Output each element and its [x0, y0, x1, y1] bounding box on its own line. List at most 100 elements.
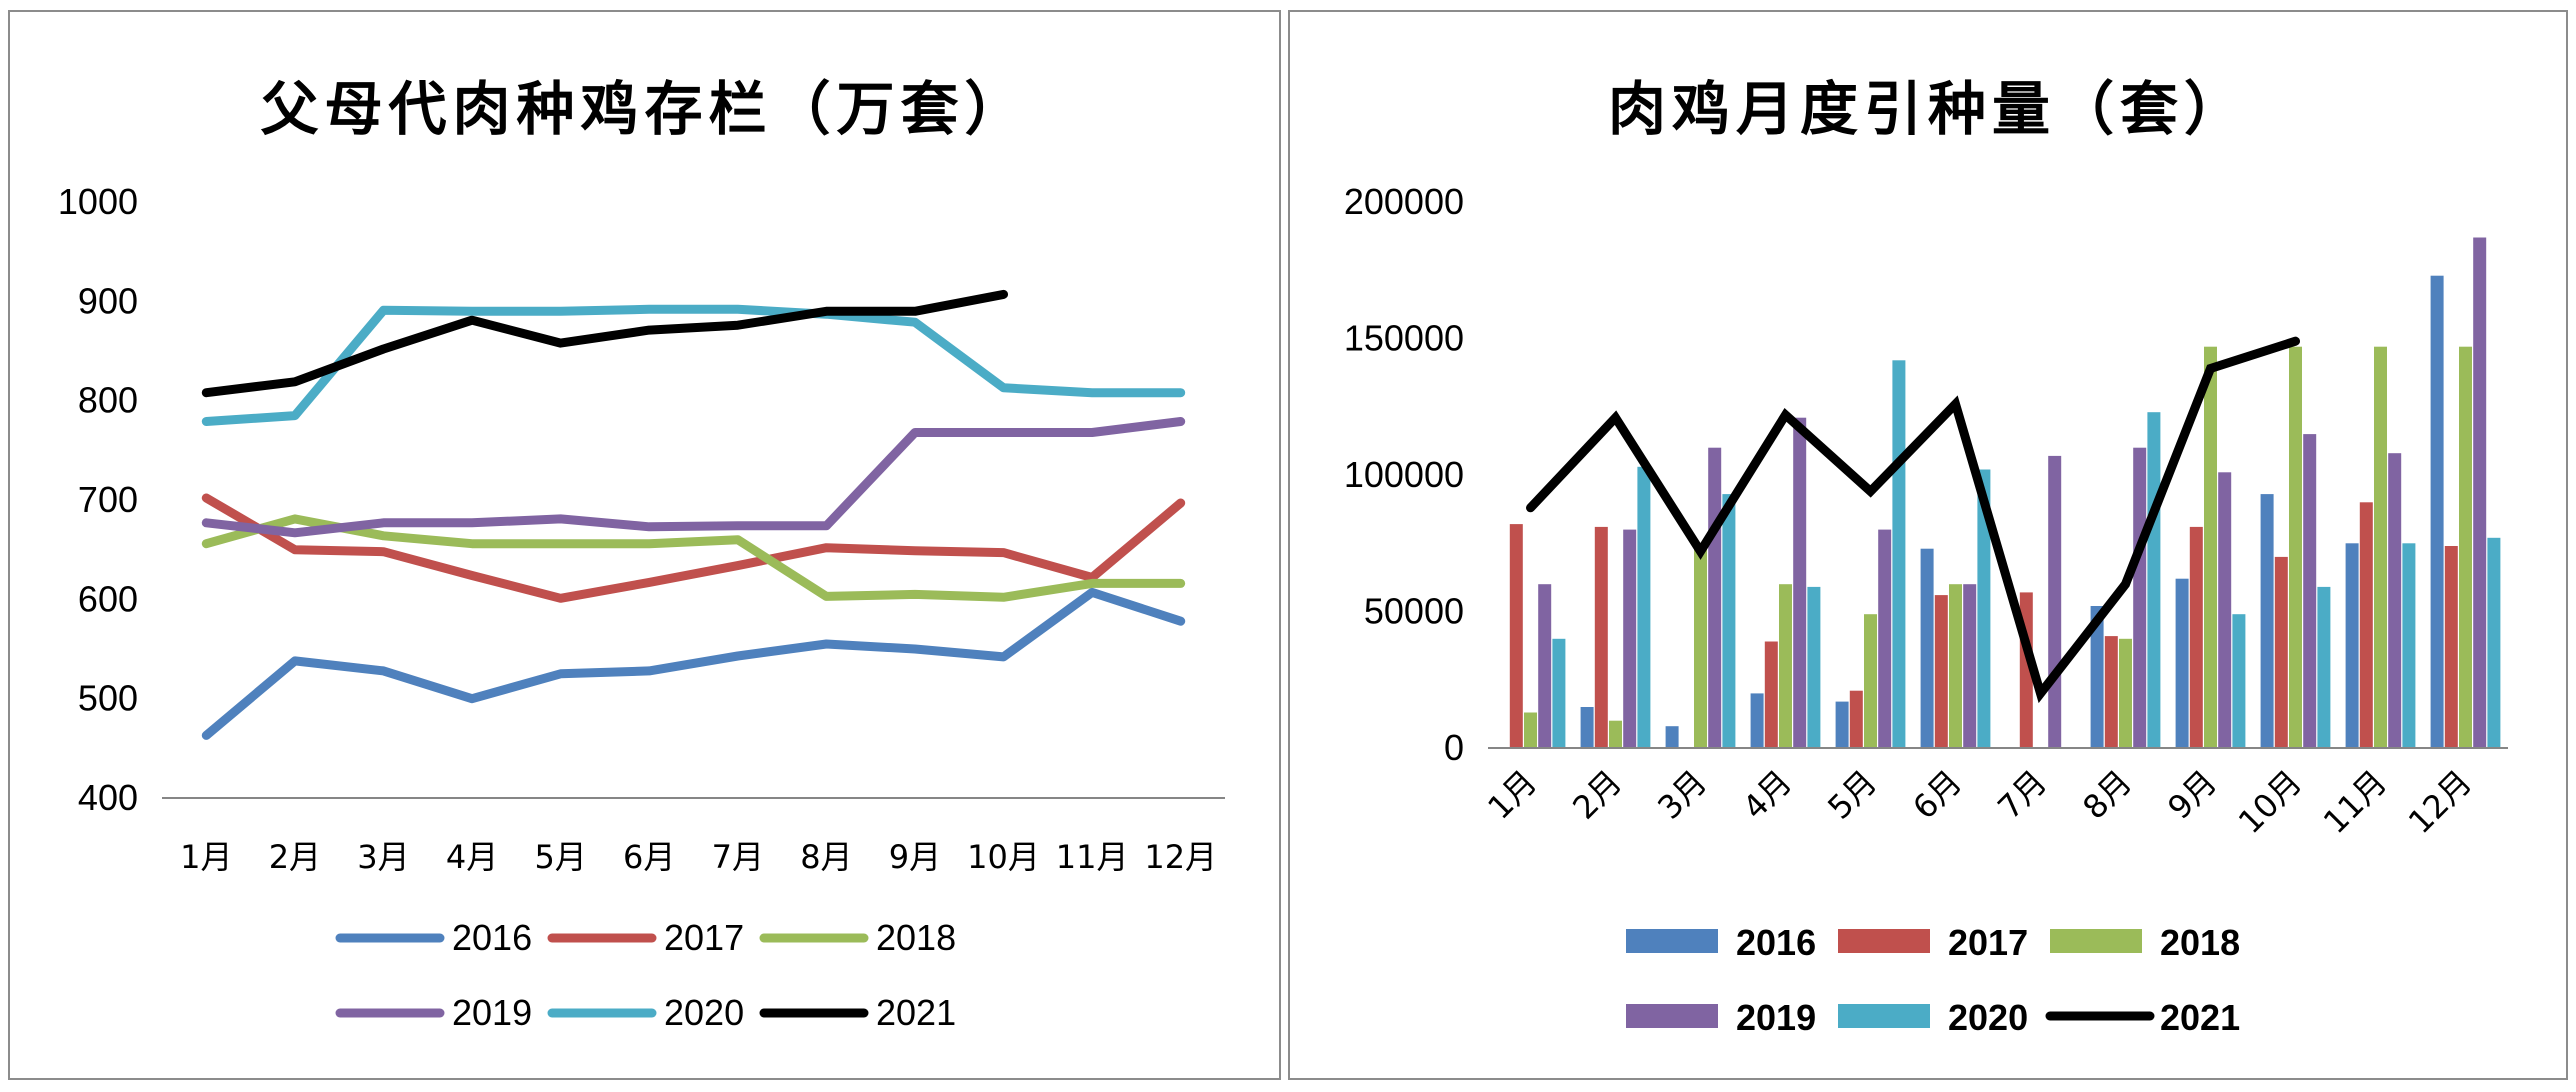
- bar-2018: [1524, 712, 1537, 748]
- bar-2017: [1594, 526, 1608, 748]
- bar-2018: [1949, 584, 1962, 748]
- bar-2019: [2048, 455, 2062, 748]
- x-tick-label: 7月: [1990, 763, 2054, 827]
- y-tick-label: 400: [78, 777, 138, 818]
- y-tick-label: 1000: [58, 181, 138, 222]
- x-tick-label: 1月: [180, 838, 232, 876]
- y-tick-label: 600: [78, 578, 138, 619]
- x-tick-label: 6月: [1905, 763, 1969, 827]
- bar-2019: [2388, 453, 2402, 748]
- bar-2020: [1722, 494, 1736, 748]
- bar-2017: [1849, 690, 1863, 748]
- y-tick-label: 100000: [1344, 454, 1464, 495]
- bar-chart-monthly-import: 200000 150000 100000 50000 0 1月 2月 3月 4月 5月 6月 7月 8月…: [1344, 181, 2508, 1038]
- series-line-2016: [201, 587, 1186, 740]
- bar-2016: [1920, 548, 1934, 748]
- x-tick-label: 8月: [2075, 763, 2139, 827]
- bar-2020: [1892, 360, 1906, 748]
- bar-2018: [2459, 346, 2472, 748]
- x-tick-label: 11月: [1056, 838, 1129, 876]
- bar-2017: [2444, 546, 2458, 748]
- bar-2018: [1694, 548, 1707, 748]
- bar-2016: [2430, 275, 2444, 748]
- x-tick-label: 4月: [446, 838, 498, 876]
- bar-2018: [1779, 584, 1792, 748]
- legend-swatch-2020: [1838, 1004, 1930, 1028]
- x-tick-label: 3月: [357, 838, 409, 876]
- bar-2016: [1835, 701, 1849, 748]
- bar-2020: [2487, 537, 2501, 748]
- x-tick-label: 9月: [2160, 763, 2224, 827]
- y-tick-label: 700: [78, 479, 138, 520]
- y-tick-label: 0: [1444, 727, 1464, 768]
- chart-panel-monthly-import: 肉鸡月度引种量（套） 200000 150000 100000 50000 0 1月 2月 3…: [1288, 10, 2568, 1080]
- series-line-2017: [201, 493, 1186, 603]
- bar-2018: [1864, 614, 1877, 748]
- bar-2016: [2175, 578, 2189, 748]
- bar-2017: [1934, 595, 1948, 748]
- x-tick-label: 2月: [1565, 763, 1629, 827]
- x-tick-label: 12月: [1144, 838, 1217, 876]
- series-line-2018: [201, 514, 1186, 602]
- legend-label-2020: 2020: [664, 992, 744, 1033]
- legend-label-2019: 2019: [452, 992, 532, 1033]
- bar-2017: [1764, 641, 1778, 748]
- bar-2016: [1665, 726, 1679, 748]
- bar-2019: [1538, 584, 1552, 748]
- bar-2019: [2133, 447, 2147, 748]
- legend-label-2018: 2018: [2160, 922, 2240, 963]
- x-tick-label: 8月: [800, 838, 852, 876]
- bar-2020: [1552, 638, 1566, 748]
- y-tick-label: 50000: [1364, 591, 1464, 632]
- legend-swatch-2017: [1838, 929, 1930, 953]
- x-tick-label: 1月: [1480, 763, 1544, 827]
- x-tick-label: 12月: [2401, 763, 2479, 841]
- bar-2018: [2289, 346, 2302, 748]
- y-tick-label: 900: [78, 280, 138, 321]
- bar-2019: [1623, 529, 1637, 748]
- legend-label-2020: 2020: [1948, 997, 2028, 1038]
- bar-2020: [2147, 412, 2161, 748]
- series-line-2019: [201, 417, 1186, 538]
- bar-2019: [2473, 237, 2487, 748]
- legend-label-2019: 2019: [1736, 997, 1816, 1038]
- legend-label-2017: 2017: [1948, 922, 2028, 963]
- legend-label-2016: 2016: [1736, 922, 1816, 963]
- bar-2020: [2317, 586, 2331, 748]
- series-line-2021: [201, 289, 1008, 398]
- legend-label-2018: 2018: [876, 917, 956, 958]
- bar-2017: [2359, 502, 2373, 748]
- bar-2019: [1793, 417, 1807, 748]
- bar-2016: [1750, 693, 1764, 748]
- chart-title: 父母代肉种鸡存栏（万套）: [260, 75, 1029, 143]
- x-tick-label: 3月: [1650, 763, 1714, 827]
- bar-2020: [1637, 466, 1651, 748]
- legend-swatch-2016: [1626, 929, 1718, 953]
- line-chart-breeder-stock: 1000 900 800 700 600 500 400 1月 2月 3月 4月 5月 6月 7月 8月 9月…: [58, 181, 1225, 1033]
- bar-2018: [2374, 346, 2387, 748]
- x-tick-label: 4月: [1735, 763, 1799, 827]
- bar-2016: [2090, 606, 2104, 748]
- legend-label-2021: 2021: [876, 992, 956, 1033]
- bar-2016: [1580, 707, 1594, 748]
- chart-panel-breeder-stock: 父母代肉种鸡存栏（万套） 1000 900 800 700 600 500 400 1月 2月 3…: [8, 10, 1281, 1080]
- y-tick-label: 500: [78, 678, 138, 719]
- x-tick-label: 2月: [269, 838, 321, 876]
- bar-2020: [2402, 543, 2416, 749]
- x-tick-label: 10月: [2231, 763, 2309, 841]
- x-tick-label: 7月: [712, 838, 764, 876]
- bar-2020: [1977, 469, 1991, 748]
- series-line-2021: [1526, 336, 2300, 704]
- y-tick-label: 150000: [1344, 318, 1464, 359]
- bar-2016: [2345, 543, 2359, 749]
- x-tick-label: 6月: [623, 838, 675, 876]
- bar-2019: [2218, 472, 2232, 748]
- bar-2019: [1878, 529, 1892, 748]
- bar-2017: [1509, 524, 1523, 748]
- y-tick-label: 800: [78, 380, 138, 421]
- x-tick-label: 9月: [889, 838, 941, 876]
- bar-2020: [2232, 614, 2246, 748]
- bar-2019: [2303, 434, 2317, 748]
- x-tick-label: 5月: [1820, 763, 1884, 827]
- bar-2016: [2260, 494, 2274, 748]
